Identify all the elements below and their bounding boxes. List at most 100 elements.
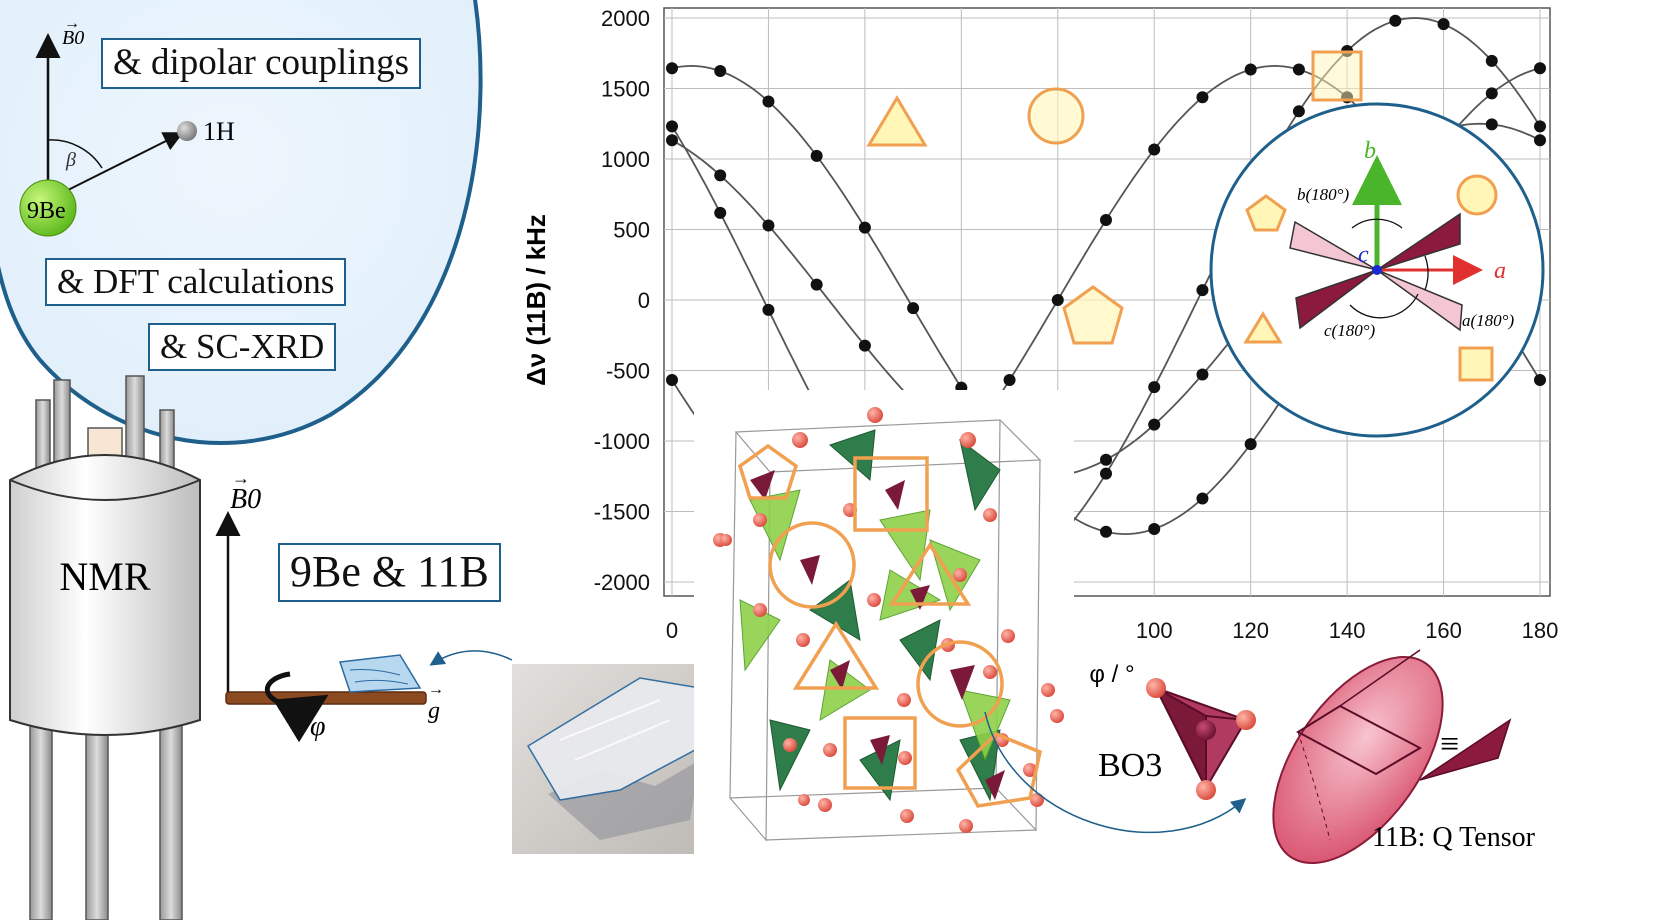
vector-arrow-mark-2: → — [232, 468, 250, 488]
b0-label-bottom: B0 — [230, 484, 261, 515]
data-point — [1196, 368, 1209, 381]
equiv-sign: ≡ — [1440, 726, 1459, 763]
y-tick-labels: 2000 1500 1000 500 0 -500 -1000 -1500 -2000 — [594, 6, 650, 595]
data-point — [1196, 91, 1209, 104]
x-tick-label: 0 — [666, 618, 678, 643]
axis-c-label: c — [1358, 242, 1369, 268]
data-point — [810, 278, 823, 291]
y-tick-label: -1000 — [594, 429, 650, 454]
x-tick-labels: 0 100 120 140 160 180 — [666, 618, 1558, 643]
data-point — [1100, 213, 1112, 226]
data-point — [666, 134, 678, 147]
b0-vector-bottom: B0 → — [215, 468, 261, 700]
axis-b-label: b — [1364, 138, 1376, 164]
data-point — [1437, 18, 1450, 31]
data-point — [858, 221, 871, 234]
y-tick-label: 0 — [638, 288, 650, 313]
data-point — [1534, 120, 1546, 133]
data-point — [858, 339, 871, 352]
goniometer-rod: φ g → — [225, 650, 513, 743]
x-tick-label: 100 — [1136, 618, 1173, 643]
y-tick-label: -500 — [606, 359, 650, 384]
data-point — [1196, 492, 1209, 505]
data-point — [666, 120, 678, 133]
x-tick-label: 180 — [1522, 618, 1559, 643]
c180-label: c(180°) — [1324, 321, 1376, 340]
pentagon-legend — [1245, 194, 1287, 232]
tensor-glyph — [1419, 718, 1512, 781]
data-point — [1196, 284, 1209, 297]
data-point — [1100, 525, 1112, 538]
dipolar-couplings-box: & dipolar couplings — [101, 38, 421, 89]
data-point — [1485, 54, 1498, 67]
tensor-connector — [984, 711, 1247, 834]
data-point — [1534, 374, 1546, 387]
data-point — [1485, 118, 1498, 131]
nuclei-box: 9Be & 11B — [278, 543, 501, 602]
crystal-photo — [512, 664, 712, 854]
data-point — [1148, 381, 1161, 394]
circle-legend — [1456, 174, 1498, 216]
y-tick-label: 1500 — [601, 77, 650, 102]
data-point — [1485, 87, 1498, 100]
y-tick-label: -2000 — [594, 570, 650, 595]
nmr-label: NMR — [59, 554, 150, 599]
data-point — [762, 95, 775, 108]
y-axis-label: Δν (11B) / kHz — [521, 214, 551, 386]
data-point — [1148, 522, 1161, 535]
x-tick-label: 140 — [1329, 618, 1366, 643]
data-point — [1100, 467, 1112, 480]
data-point — [1148, 143, 1161, 156]
beryllium-atom — [19, 179, 77, 237]
hydrogen-atom — [177, 121, 197, 141]
data-point — [762, 303, 775, 316]
beta-label: β — [65, 149, 76, 171]
circle-marker — [1027, 87, 1085, 145]
chart-markers — [866, 50, 1363, 345]
tensor-label: 11B: Q Tensor — [1372, 822, 1536, 853]
y-tick-label: 1000 — [601, 147, 650, 172]
data-point — [714, 169, 727, 182]
bo3-label: BO3 — [1098, 747, 1162, 784]
concept-bubble — [0, 0, 483, 445]
data-point — [714, 206, 727, 219]
data-point — [1148, 418, 1161, 431]
vector-arrow-mark-3: → — [428, 681, 444, 698]
data-point — [810, 149, 823, 162]
data-point — [1051, 294, 1064, 306]
data-point — [907, 302, 920, 315]
a180-label: a(180°) — [1462, 311, 1514, 330]
axis-a-label: a — [1494, 258, 1506, 284]
b0-vector-top: B0 → — [35, 15, 84, 200]
h-label: 1H — [203, 117, 235, 146]
data-point — [714, 65, 727, 78]
nmr-magnet: NMR — [9, 375, 201, 920]
phi-label: φ — [310, 711, 326, 742]
b180-label: b(180°) — [1297, 185, 1349, 204]
data-point — [1244, 438, 1257, 451]
b0-label-top: B0 — [62, 27, 84, 49]
pentagon-marker — [1062, 285, 1124, 345]
data-point — [1534, 62, 1546, 75]
data-point — [762, 219, 775, 232]
scxrd-box: & SC-XRD — [148, 323, 337, 372]
data-point — [666, 374, 678, 387]
crystal-axes-diagram: a b c b(180°) c(180°) a(180°) — [1209, 102, 1545, 438]
triangle-legend — [1243, 311, 1283, 344]
be-label: 9Be — [27, 198, 66, 224]
data-point — [1003, 374, 1016, 387]
data-point — [1100, 453, 1112, 466]
dft-box: & DFT calculations — [45, 258, 347, 307]
x-tick-label: 120 — [1232, 618, 1269, 643]
g-label: g — [428, 698, 440, 724]
dipolar-vector: β — [47, 132, 184, 201]
data-point — [1292, 63, 1305, 76]
square-legend — [1458, 346, 1494, 382]
data-point — [1534, 134, 1546, 147]
y-tick-label: 500 — [613, 218, 650, 243]
data-point — [666, 62, 678, 75]
y-tick-label: 2000 — [601, 6, 650, 31]
data-point — [1292, 105, 1305, 118]
data-point — [1244, 63, 1257, 76]
